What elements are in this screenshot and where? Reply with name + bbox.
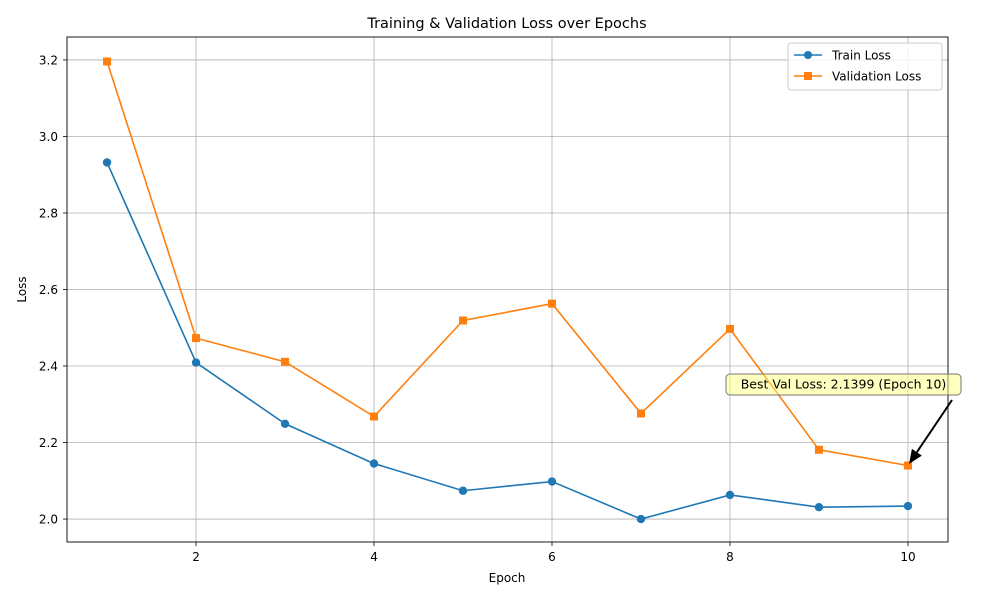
axis-ticks: 2 4 6 8 10 2.0 2.2 2.4 2.6 2.8 3.0 3.2 — [39, 53, 916, 564]
best-val-annotation: Best Val Loss: 2.1399 (Epoch 10) — [725, 373, 962, 464]
grid-lines — [67, 37, 948, 542]
x-tick-label: 6 — [548, 550, 556, 564]
y-tick-label: 3.2 — [39, 53, 58, 67]
chart-title: Training & Validation Loss over Epochs — [366, 16, 646, 32]
data-point-train — [369, 459, 379, 468]
legend-marker-validation — [804, 72, 812, 80]
x-tick-label: 2 — [192, 550, 200, 564]
y-tick-label: 2.8 — [39, 206, 58, 220]
x-tick-label: 8 — [726, 550, 734, 564]
annotation-arrow — [916, 399, 953, 453]
data-point-train — [280, 419, 290, 428]
data-point-train — [458, 486, 468, 495]
data-point-validation — [636, 409, 645, 418]
data-point-train — [903, 501, 913, 511]
x-tick-label: 4 — [370, 550, 378, 564]
data-point-validation — [103, 57, 112, 66]
data-point-train — [636, 514, 646, 524]
annotation-box — [725, 373, 962, 396]
legend-box — [787, 42, 943, 91]
data-point-train — [547, 477, 557, 486]
x-tick-label: 10 — [900, 550, 915, 564]
series-line-train — [106, 162, 908, 520]
data-point-train — [191, 358, 201, 367]
data-point-train — [725, 490, 735, 500]
annotation-arrowhead — [909, 448, 922, 464]
legend: Train Loss Validation Loss — [787, 42, 943, 91]
series-line-validation — [106, 61, 909, 467]
y-axis-label: Loss — [15, 276, 29, 302]
y-tick-label: 3.0 — [39, 130, 58, 144]
y-tick-label: 2.0 — [39, 513, 58, 527]
legend-label-validation: Validation Loss — [832, 70, 921, 84]
data-point-validation — [192, 334, 201, 343]
legend-label-train: Train Loss — [831, 49, 891, 63]
legend-marker-train — [804, 51, 812, 59]
y-tick-label: 2.4 — [39, 360, 58, 374]
annotation-text: Best Val Loss: 2.1399 (Epoch 10) — [741, 377, 947, 392]
x-axis-label: Epoch — [489, 571, 526, 585]
data-point-train — [102, 158, 112, 167]
y-tick-label: 2.6 — [39, 283, 58, 297]
data-point-validation — [370, 412, 379, 421]
data-point-validation — [547, 299, 556, 308]
data-point-train — [814, 502, 824, 512]
series-layer — [102, 57, 913, 524]
data-point-validation — [281, 357, 290, 366]
y-tick-label: 2.2 — [39, 436, 58, 450]
data-point-validation — [459, 316, 468, 325]
data-point-validation — [725, 324, 734, 333]
data-point-validation — [903, 461, 912, 470]
data-point-validation — [814, 445, 823, 454]
